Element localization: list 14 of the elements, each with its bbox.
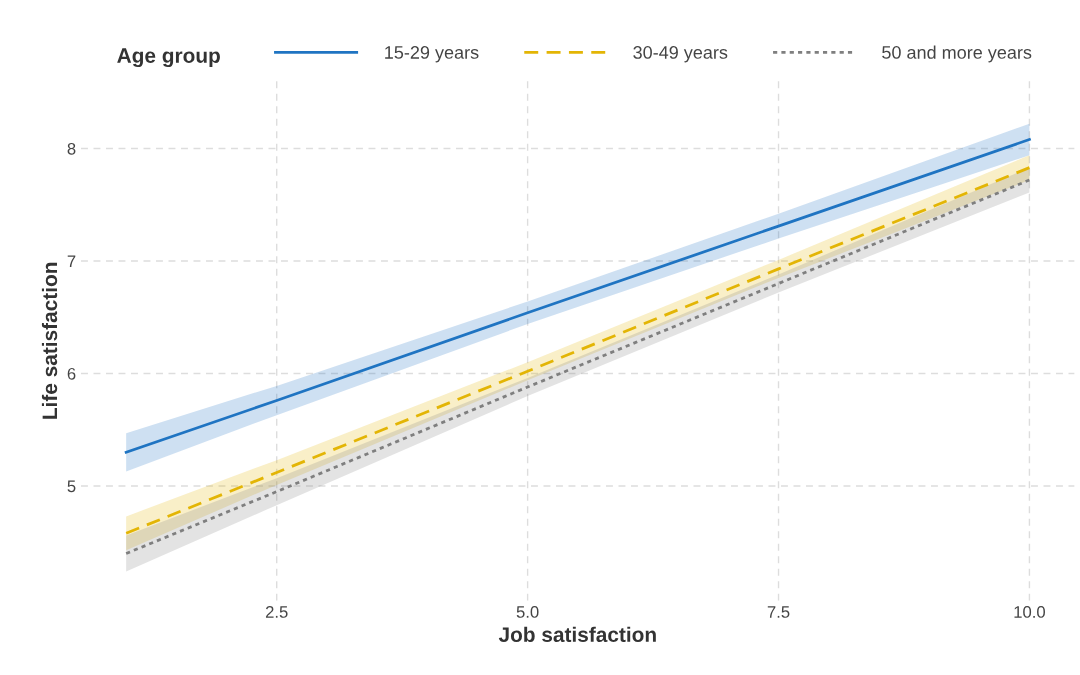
x-tick-label: 10.0 [1014,606,1046,618]
legend-title: Age group [117,48,220,68]
y-tick-label: 8 [67,142,76,155]
x-tick-label: 5.0 [516,606,539,618]
legend-label: 50 and more years [882,45,1032,63]
y-tick-label: 5 [67,480,76,493]
x-tick-label: 2.5 [265,606,288,618]
y-tick-label: 7 [67,255,76,268]
legend-label: 30-49 years [633,46,728,63]
legend-label: 15-29 years [385,46,479,63]
y-axis-title: Life satisfaction [41,262,58,419]
y-tick-label: 6 [67,367,76,380]
x-tick-label: 7.5 [767,606,790,618]
x-axis-title: Job satisfaction [498,626,656,643]
